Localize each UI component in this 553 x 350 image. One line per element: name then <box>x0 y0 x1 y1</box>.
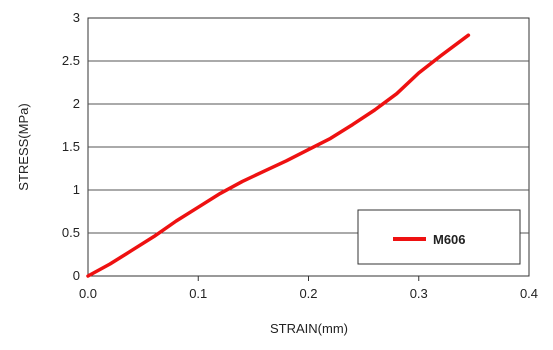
legend: M606 <box>357 209 521 265</box>
y-axis-title: STRESS(MPa) <box>16 103 31 190</box>
x-tick-label: 0.2 <box>299 286 317 301</box>
x-tick-label: 0.4 <box>520 286 538 301</box>
y-tick-labels: 0 0.5 1 1.5 2 2.5 3 <box>62 10 80 283</box>
y-tick-label: 0.5 <box>62 225 80 240</box>
y-tick-label: 2 <box>73 96 80 111</box>
x-tick-label: 0.0 <box>79 286 97 301</box>
y-tick-label: 1.5 <box>62 139 80 154</box>
y-tick-label: 2.5 <box>62 53 80 68</box>
y-tick-label: 0 <box>73 268 80 283</box>
legend-label-m606: M606 <box>433 232 466 247</box>
x-tick-label: 0.1 <box>189 286 207 301</box>
series-lines <box>86 33 471 278</box>
series-line-m606 <box>86 33 471 278</box>
x-tick-labels: 0.0 0.1 0.2 0.3 0.4 <box>79 286 538 301</box>
y-tick-label: 1 <box>73 182 80 197</box>
legend-box <box>357 209 521 265</box>
x-tick-label: 0.3 <box>410 286 428 301</box>
x-axis-title: STRAIN(mm) <box>270 321 348 336</box>
y-tick-label: 3 <box>73 10 80 25</box>
